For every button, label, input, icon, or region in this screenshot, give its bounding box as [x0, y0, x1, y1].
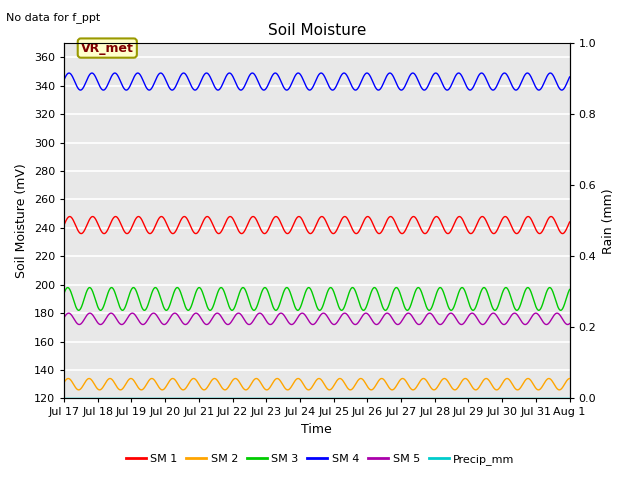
X-axis label: Time: Time	[301, 423, 332, 436]
Y-axis label: Rain (mm): Rain (mm)	[602, 188, 615, 253]
Text: No data for f_ppt: No data for f_ppt	[6, 12, 100, 23]
Title: Soil Moisture: Soil Moisture	[268, 23, 366, 38]
Y-axis label: Soil Moisture (mV): Soil Moisture (mV)	[15, 163, 28, 278]
Legend: SM 1, SM 2, SM 3, SM 4, SM 5, Precip_mm: SM 1, SM 2, SM 3, SM 4, SM 5, Precip_mm	[121, 450, 519, 469]
Text: VR_met: VR_met	[81, 42, 134, 55]
